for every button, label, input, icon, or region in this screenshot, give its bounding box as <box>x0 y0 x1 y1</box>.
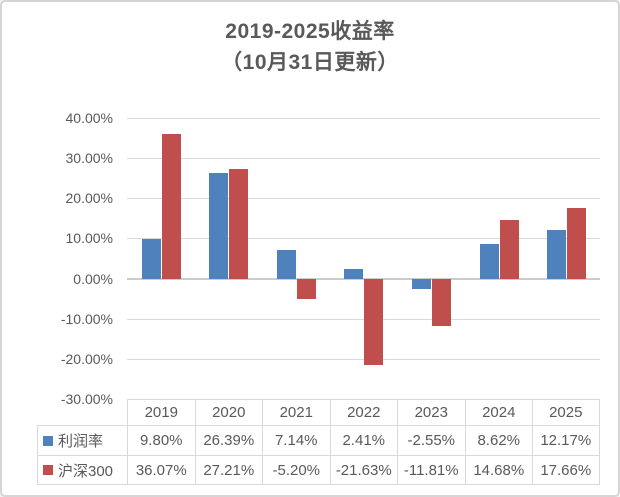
category-column-2020 <box>195 118 263 399</box>
bar-csi300-2023 <box>432 278 452 326</box>
year-header-2022: 2022 <box>329 399 397 425</box>
bar-profit-rate-2025 <box>547 229 567 279</box>
value-profit-rate-2023: -2.55% <box>397 425 465 455</box>
bar-csi300-2022 <box>364 278 384 366</box>
year-header-2025: 2025 <box>532 399 600 425</box>
year-header-2019: 2019 <box>127 399 195 425</box>
bar-csi300-2020 <box>229 169 249 279</box>
gridline <box>127 198 600 200</box>
y-axis-tick-label: 30.00% <box>65 150 113 167</box>
chart-title-line1: 2019-2025收益率 <box>225 20 395 43</box>
legend-swatch-profit-rate <box>43 435 53 446</box>
value-profit-rate-2020: 26.39% <box>194 425 262 455</box>
y-axis-tick-label: 40.00% <box>65 110 113 126</box>
year-header-2020: 2020 <box>194 399 262 425</box>
value-csi300-2025: 17.66% <box>532 455 600 485</box>
bar-csi300-2025 <box>567 207 587 279</box>
bar-profit-rate-2023 <box>412 278 432 289</box>
chart-title: 2019-2025收益率 （10月31日更新） <box>2 16 618 78</box>
bar-profit-rate-2024 <box>479 243 499 279</box>
bar-csi300-2021 <box>296 278 316 300</box>
value-csi300-2024: 14.68% <box>464 455 532 485</box>
y-axis-tick-label: -20.00% <box>60 350 113 367</box>
bar-csi300-2024 <box>499 219 519 279</box>
gridline <box>127 358 600 360</box>
year-header-2023: 2023 <box>397 399 465 425</box>
value-profit-rate-2024: 8.62% <box>464 425 532 455</box>
value-profit-rate-2025: 12.17% <box>532 425 600 455</box>
category-column-2023 <box>397 118 465 399</box>
series-name-csi300: 沪深300 <box>58 462 114 480</box>
category-column-2021 <box>262 118 330 399</box>
gridline <box>127 238 600 240</box>
value-csi300-2020: 27.21% <box>194 455 262 485</box>
gridline <box>127 118 600 119</box>
plot-area <box>127 118 600 400</box>
y-axis-tick-label: -10.00% <box>60 310 113 327</box>
series-label-csi300: 沪深300 <box>37 455 127 485</box>
category-column-2025 <box>532 118 600 399</box>
y-axis-tick-label: -30.00% <box>60 391 113 407</box>
year-header-2021: 2021 <box>262 399 330 425</box>
bar-profit-rate-2021 <box>276 249 296 279</box>
category-column-2022 <box>330 118 398 399</box>
value-csi300-2023: -11.81% <box>397 455 465 485</box>
value-profit-rate-2019: 9.80% <box>127 425 195 455</box>
category-column-2019 <box>127 118 195 399</box>
value-csi300-2022: -21.63% <box>329 455 397 485</box>
y-axis: 40.00% 30.00% 20.00% 10.00% 0.00% -10.00% -20.… <box>2 110 113 407</box>
chart-title-line2: （10月31日更新） <box>221 51 399 74</box>
gridline <box>127 158 600 160</box>
y-axis-tick-label: 20.00% <box>65 190 113 207</box>
bar-profit-rate-2019 <box>141 239 161 279</box>
table-corner-cell <box>37 399 127 425</box>
value-csi300-2021: -5.20% <box>262 455 330 485</box>
bar-csi300-2019 <box>161 133 181 279</box>
category-column-2024 <box>465 118 533 399</box>
data-table: 2019 2020 2021 2022 2023 2024 2025 利润率 9.80% 26.3… <box>37 399 600 485</box>
legend-swatch-csi300 <box>43 465 53 475</box>
year-header-2024: 2024 <box>464 399 532 425</box>
series-name-profit-rate: 利润率 <box>58 433 104 450</box>
value-csi300-2019: 36.07% <box>127 455 195 485</box>
bar-profit-rate-2022 <box>344 268 364 279</box>
zero-axis-line <box>127 277 600 280</box>
series-label-profit-rate: 利润率 <box>37 425 127 455</box>
y-axis-tick-label: 10.00% <box>65 230 113 247</box>
bar-profit-rate-2020 <box>209 172 229 279</box>
y-axis-tick-label: 0.00% <box>73 270 113 287</box>
value-profit-rate-2021: 7.14% <box>262 425 330 455</box>
gridline <box>127 318 600 320</box>
value-profit-rate-2022: 2.41% <box>329 425 397 455</box>
